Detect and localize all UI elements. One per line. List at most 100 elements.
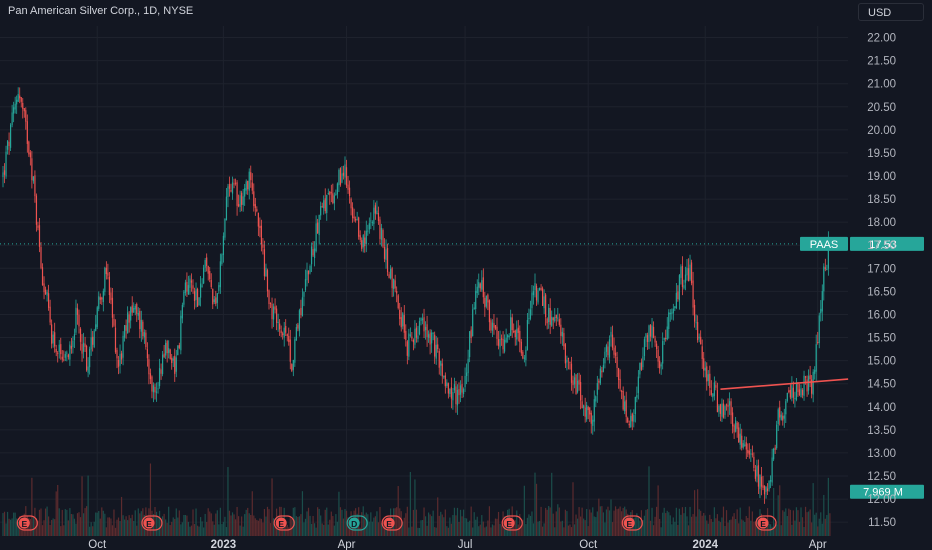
volume-bar [646,509,649,536]
volume-bar [493,525,495,536]
candle-body [105,267,107,275]
candle-body [821,291,823,312]
volume-bar [193,524,196,536]
volume-bar [652,525,655,536]
volume-bar [434,527,436,536]
volume-bar [446,526,448,536]
candle-body [224,218,226,238]
candle-body [193,291,196,301]
volume-bar [183,514,185,536]
volume-bar [458,521,460,536]
candle-body [631,413,633,422]
candle-body [580,382,582,401]
earnings-marker[interactable]: E [755,515,777,531]
earnings-marker[interactable]: E [501,515,523,531]
candle-body [257,212,259,227]
volume-bar [502,511,504,536]
candle-body [507,335,509,338]
candle-body [551,316,553,326]
volume-bar [791,524,793,536]
candle-body [665,338,667,340]
earnings-marker[interactable]: E [16,515,38,531]
candle-body [390,268,392,279]
volume-bar [455,515,457,536]
volume-bar [779,485,781,536]
candle-body [619,378,621,389]
volume-bar [677,524,679,536]
volume-bar [365,512,367,536]
volume-bar [256,519,258,536]
candle-body [136,304,138,314]
candle-body [540,287,542,291]
volume-bar [567,525,570,536]
volume-bar [534,472,536,536]
candle-body [23,108,25,112]
volume-bar [800,507,802,536]
candle-body [570,363,573,383]
candle-body [190,280,193,283]
candle-body [532,291,535,296]
volume-bar [189,526,191,536]
volume-bar [196,525,199,536]
candle-body [137,312,139,316]
candle-body [300,307,302,315]
x-tick-label: Oct [579,539,598,550]
volume-bar [462,509,465,536]
volume-bar [700,510,702,536]
candle-body [61,356,63,360]
candle-body [93,330,95,348]
volume-bar [593,516,595,536]
candle-body [732,412,734,427]
earnings-marker[interactable]: E [381,515,403,531]
volume-bar [307,507,310,536]
candle-body [452,391,454,401]
candle-body [616,356,618,368]
candle-body [43,283,45,293]
dividend-marker[interactable]: D [346,515,368,531]
candle-body [801,389,804,396]
candle-body [158,368,161,387]
candle-body [800,388,802,397]
volume-bar [228,510,231,536]
volume-bar [55,491,57,536]
candle-body [348,187,351,197]
volume-bar [500,525,503,536]
volume-bar [449,517,451,536]
volume-bar [681,507,684,536]
candle-body [770,480,772,482]
candle-body [117,359,120,367]
earnings-marker[interactable]: E [141,515,163,531]
volume-bar [697,489,699,536]
earnings-marker[interactable]: E [273,515,295,531]
volume-bar [642,520,644,536]
volume-bar [744,521,746,536]
volume-bar [111,525,114,536]
candle-body [573,377,576,385]
volume-bar [546,509,548,536]
volume-bar [452,515,454,536]
volume-bar [557,504,559,536]
candle-body [120,353,123,360]
candle-body [198,297,200,306]
candle-body [19,95,21,99]
volume-bar [330,511,332,536]
volume-bar [592,507,594,536]
candle-body [127,312,129,334]
candle-body [301,297,304,317]
volume-bar [788,508,790,536]
marker-outline [141,515,163,531]
candle-body [393,279,395,290]
volume-bar [826,515,828,536]
candle-body [759,474,761,489]
earnings-marker[interactable]: E [621,515,643,531]
currency-button[interactable]: USD [858,3,924,21]
candle-body [87,366,89,373]
volume-bar [686,516,688,536]
candle-body [114,327,117,353]
candle-body [652,326,655,338]
candle-body [210,279,212,288]
candle-body [525,349,527,361]
candle-body [777,409,779,425]
volume-bar [628,526,630,536]
